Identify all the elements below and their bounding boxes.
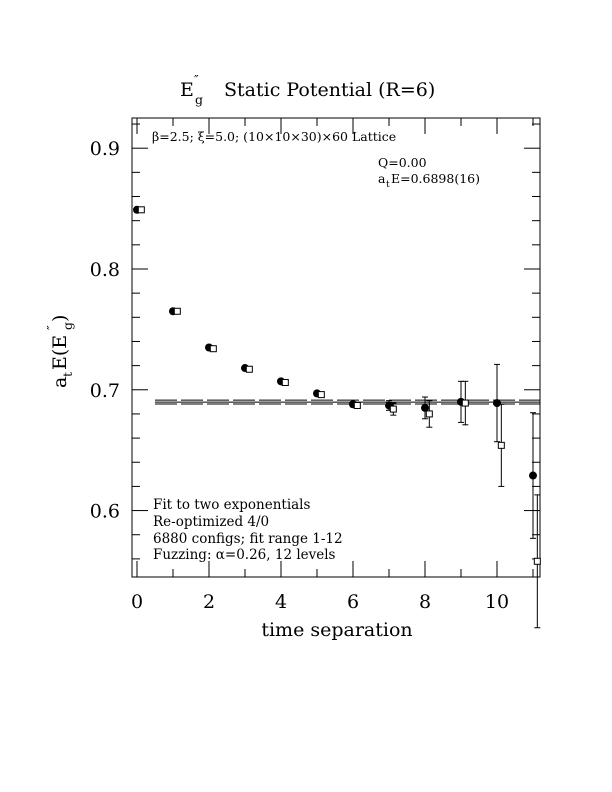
data-point-open — [497, 441, 505, 449]
title-subscript: g — [195, 92, 203, 107]
fit-notes: Fit to two exponentials Re-optimized 4/0… — [153, 497, 343, 563]
title-main: E — [180, 79, 194, 101]
x-tick-label: 2 — [203, 591, 215, 613]
axis-ticks — [132, 118, 540, 577]
data-point-open — [245, 365, 253, 373]
x-tick-label: 0 — [131, 591, 143, 613]
y-label-sup: ″ — [44, 325, 59, 330]
data-point-open — [137, 206, 145, 214]
note-line-3: 6880 configs; fit range 1-12 — [153, 531, 343, 547]
data-point-filled — [493, 399, 501, 408]
data-point-open — [209, 345, 217, 353]
data-point-open — [173, 307, 181, 315]
y-tick-label: 0.8 — [90, 259, 120, 281]
y-tick-label: 0.6 — [90, 501, 120, 523]
data-point-filled — [529, 471, 537, 480]
x-tick-label: 8 — [419, 591, 431, 613]
data-point-open — [317, 391, 325, 399]
y-label-post: ) — [49, 315, 71, 322]
y-label-sub: g — [60, 322, 75, 330]
fit-energy-a: a — [378, 171, 386, 186]
title-text: Static Potential (R=6) — [224, 79, 435, 101]
data-point-open — [389, 405, 397, 413]
y-label-mid: E(E — [49, 335, 71, 370]
fit-energy-a-sub: t — [386, 180, 390, 190]
tick-labels: 0 2 4 6 8 10 0.6 0.7 0.8 0.9 — [90, 138, 509, 613]
lattice-annotation: β=2.5; ξ=5.0; (10×10×30)×60 Lattice — [152, 129, 396, 144]
y-axis-label: a t E(E ″ g ) — [44, 315, 75, 388]
x-tick-label: 4 — [275, 591, 287, 613]
data-point-filled — [421, 403, 429, 412]
chart-title: E ″ g Static Potential (R=6) — [180, 72, 435, 107]
fit-energy-value: E=0.6898(16) — [391, 171, 480, 186]
data-point-open — [353, 401, 361, 409]
title-superscript: ″ — [194, 72, 199, 87]
data-point-open — [533, 557, 541, 565]
data-point-open — [281, 379, 289, 387]
x-axis-label: time separation — [261, 619, 412, 641]
y-tick-label: 0.9 — [90, 138, 120, 160]
plot-frame — [131, 117, 541, 578]
y-label-a: a — [49, 377, 71, 388]
y-label-a-sub: t — [60, 372, 75, 377]
note-line-1: Fit to two exponentials — [153, 497, 311, 513]
data-point-open — [461, 399, 469, 407]
note-line-2: Re-optimized 4/0 — [153, 514, 269, 530]
data-point-open — [425, 410, 433, 418]
data-markers — [133, 205, 541, 565]
x-tick-label: 6 — [347, 591, 359, 613]
q-annotation: Q=0.00 — [378, 155, 427, 170]
x-tick-label: 10 — [485, 591, 509, 613]
fit-band — [155, 399, 540, 405]
fit-energy-annotation: a t E=0.6898(16) — [378, 171, 480, 190]
note-line-4: Fuzzing: α=0.26, 12 levels — [153, 547, 336, 563]
y-tick-label: 0.7 — [90, 380, 120, 402]
